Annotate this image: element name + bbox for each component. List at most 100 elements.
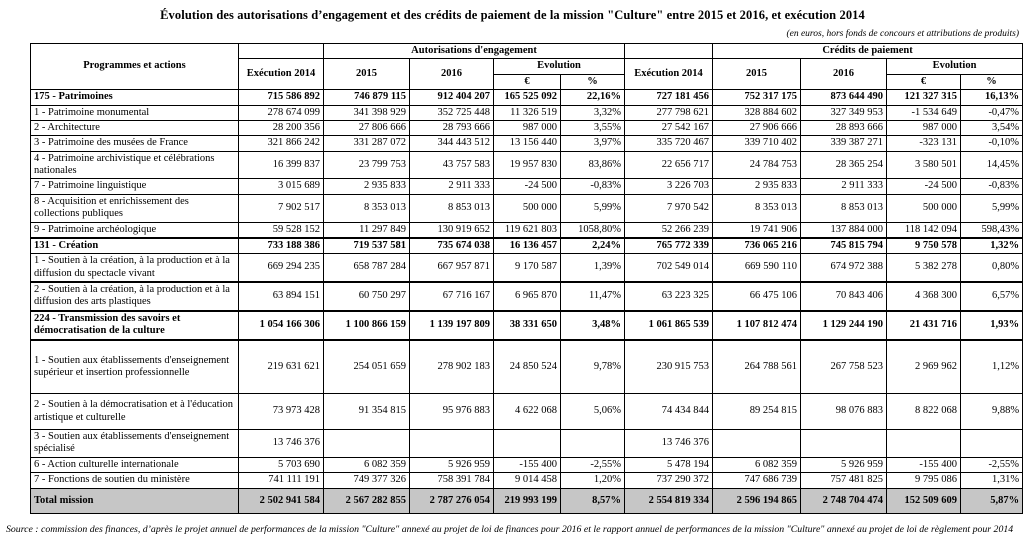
cell-value: 4 622 068 [493, 393, 561, 430]
cell-value: 987 000 [886, 119, 962, 137]
cell-value: 59 528 152 [238, 221, 324, 239]
cell-value: 1 129 244 190 [800, 309, 888, 340]
cell-value: 11 297 849 [323, 221, 410, 239]
cell-value: 745 815 794 [800, 236, 888, 255]
cell-value: 2 935 833 [323, 178, 410, 195]
table-body: 175 - Patrimoines 715 586 892 746 879 115 9… [30, 89, 1024, 514]
cell-value: 264 788 561 [712, 338, 802, 395]
table-row: 7 - Fonctions de soutien du ministère 741… [30, 472, 1024, 489]
cell-value: -24 500 [493, 178, 561, 195]
cell-value: 11 326 519 [493, 104, 561, 121]
row-label: Total mission [30, 487, 239, 514]
cell-value: 2 567 282 855 [323, 487, 410, 514]
table-header: Programmes et actions Autorisations d'en… [30, 42, 1024, 91]
cell-value: -2,55% [960, 456, 1024, 474]
cell-value: 1 061 865 539 [624, 309, 714, 340]
cell-value: 13 746 376 [624, 429, 714, 458]
cell-value: 987 000 [493, 119, 561, 137]
cell-value: 339 710 402 [712, 135, 802, 152]
cell-value: 16 399 837 [238, 150, 324, 180]
cell-value: 6 082 359 [323, 456, 410, 474]
cell-value: 14,45% [960, 150, 1024, 180]
cell-value: 3 580 501 [886, 150, 962, 180]
cell-value: 352 725 448 [409, 104, 494, 121]
cell-value: 500 000 [493, 193, 561, 223]
cell-value: 3,97% [559, 135, 626, 152]
cell-value: 219 993 199 [493, 487, 561, 514]
cell-value [960, 429, 1024, 458]
cell-value: 669 294 235 [238, 253, 324, 283]
cell-value: 758 391 784 [409, 472, 494, 489]
cell-value: 2 935 833 [712, 178, 802, 195]
cell-value: 741 111 191 [238, 472, 324, 489]
cell-value: 23 799 753 [323, 150, 410, 180]
cell-value: 7 970 542 [624, 193, 714, 223]
cell-value: 765 772 339 [624, 236, 714, 255]
cell-value: 1,39% [559, 253, 626, 283]
cell-value: 98 076 883 [800, 393, 888, 430]
table-row: 3 - Soutien aux établissements d'enseign… [30, 429, 1024, 458]
cell-value: 735 674 038 [409, 236, 494, 255]
cell-value: 2 748 704 474 [800, 487, 888, 514]
cell-value: 9,88% [960, 393, 1024, 430]
row-label: 2 - Soutien à la création, à la producti… [30, 281, 239, 312]
header-programmes: Programmes et actions [30, 42, 239, 91]
row-label: 1 - Patrimoine monumental [30, 104, 239, 121]
cell-value: 8 353 013 [323, 193, 410, 223]
header-empty-cp [624, 42, 714, 60]
cell-value: 27 806 666 [323, 119, 410, 137]
cell-value: 500 000 [886, 193, 962, 223]
row-label: 1 - Soutien aux établissements d'enseign… [30, 338, 239, 395]
cell-value: 1 100 866 159 [323, 309, 410, 340]
cell-value [559, 429, 626, 458]
header-group-credits-paiement: Crédits de paiement [712, 42, 1024, 60]
cell-value: 9,78% [559, 338, 626, 395]
cell-value: 11,47% [559, 281, 626, 312]
cell-value: 278 674 099 [238, 104, 324, 121]
cell-value: -0,83% [559, 178, 626, 195]
cell-value: 873 644 490 [800, 89, 888, 106]
units-note: (en euros, hors fonds de concours et att… [786, 29, 1019, 39]
row-label: 1 - Soutien à la création, à la producti… [30, 253, 239, 283]
row-label: 7 - Fonctions de soutien du ministère [30, 472, 239, 489]
cell-value: 1 107 812 474 [712, 309, 802, 340]
cell-value: 339 387 271 [800, 135, 888, 152]
cell-value: 13 156 440 [493, 135, 561, 152]
row-label: 3 - Soutien aux établissements d'enseign… [30, 429, 239, 458]
cell-value: 219 631 621 [238, 338, 324, 395]
cell-value: 702 549 014 [624, 253, 714, 283]
cell-value: 747 686 739 [712, 472, 802, 489]
cell-value: -2,55% [559, 456, 626, 474]
cell-value: 2,24% [559, 236, 626, 255]
cell-value [409, 429, 494, 458]
cell-value: 24 784 753 [712, 150, 802, 180]
cell-value: 8 853 013 [409, 193, 494, 223]
cell-value: 70 843 406 [800, 281, 888, 312]
cell-value: 598,43% [960, 221, 1024, 239]
cell-value: 2 787 276 054 [409, 487, 494, 514]
cell-value: 9 170 587 [493, 253, 561, 283]
row-label: 6 - Action culturelle internationale [30, 456, 239, 474]
header-2016-ae: 2016 [409, 58, 494, 91]
cell-value: 73 973 428 [238, 393, 324, 430]
cell-value: 267 758 523 [800, 338, 888, 395]
cell-value: 344 443 512 [409, 135, 494, 152]
cell-value: 165 525 092 [493, 89, 561, 106]
cell-value: 6 082 359 [712, 456, 802, 474]
cell-value: 1,93% [960, 309, 1024, 340]
table-row: 2 - Architecture 28 200 356 27 806 666 28 7… [30, 119, 1024, 137]
cell-value: 130 919 652 [409, 221, 494, 239]
cell-value: 341 398 929 [323, 104, 410, 121]
table-row: 6 - Action culturelle internationale 5 70… [30, 456, 1024, 474]
cell-value: 6 965 870 [493, 281, 561, 312]
cell-value: 5 478 194 [624, 456, 714, 474]
cell-value: 9 014 458 [493, 472, 561, 489]
cell-value: 9 795 086 [886, 472, 962, 489]
cell-value: 19 957 830 [493, 150, 561, 180]
cell-value: 5,99% [960, 193, 1024, 223]
cell-value: 8 853 013 [800, 193, 888, 223]
cell-value: 3 015 689 [238, 178, 324, 195]
cell-value [800, 429, 888, 458]
cell-value [323, 429, 410, 458]
